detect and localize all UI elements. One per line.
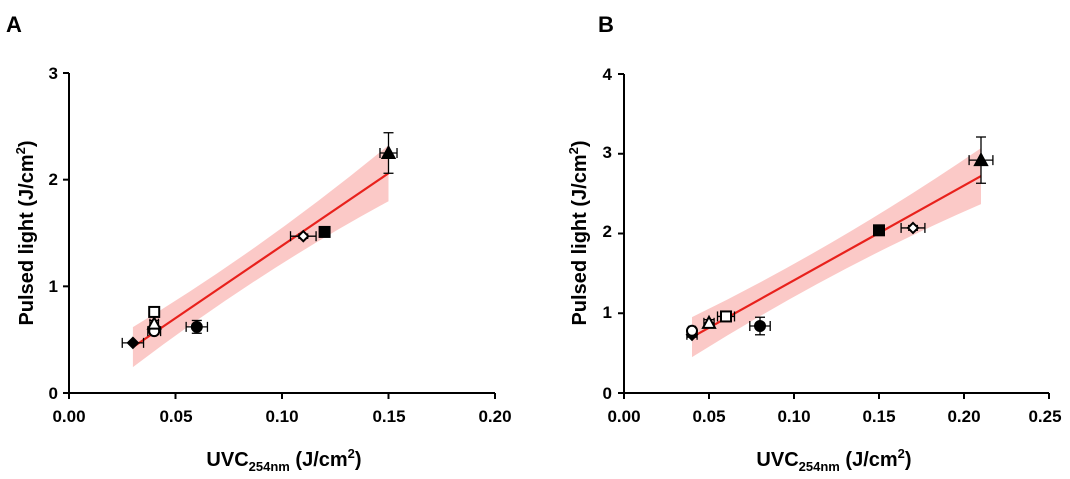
panel-a-data-point bbox=[379, 132, 398, 174]
panel-b-x-tick-labels: 0.00 0.05 0.10 0.15 0.20 0.25 bbox=[607, 407, 1061, 426]
circle-filled-marker bbox=[190, 320, 203, 333]
panel-a-regression-line bbox=[132, 172, 390, 349]
panel-a-x-tick-label: 0.10 bbox=[265, 407, 298, 426]
panel-a-y-tick-labels: 0 1 2 3 bbox=[49, 64, 58, 403]
panel-b-x-tick-label: 0.15 bbox=[862, 407, 895, 426]
panel-b-data-point bbox=[701, 314, 717, 329]
panel-b-x-tick-label: 0.25 bbox=[1028, 407, 1061, 426]
panel-b-y-axis-title: Pulsed light (J/cm2) bbox=[566, 140, 591, 325]
panel-a-label: A bbox=[6, 12, 22, 37]
panel-b-data-point bbox=[686, 324, 698, 337]
panel-a-x-tick-label: 0.05 bbox=[159, 407, 192, 426]
panel-b-y-tick-label: 1 bbox=[603, 303, 612, 322]
panel-b-y-tick-label: 3 bbox=[603, 143, 612, 162]
panel-b-data-point bbox=[716, 310, 736, 323]
panel-b: B 0.00 0.05 0.10 0.15 0.20 0.25 0 1 2 3 … bbox=[566, 12, 1062, 474]
panel-a-x-tick-label: 0.20 bbox=[478, 407, 511, 426]
triangle-open-marker bbox=[701, 314, 717, 329]
panel-a-x-tick-label: 0.15 bbox=[372, 407, 405, 426]
triangle-filled-marker bbox=[380, 144, 397, 159]
triangle-open-marker bbox=[146, 315, 162, 330]
panel-b-y-tick-label: 0 bbox=[603, 384, 612, 403]
panel-a-y-tick-label: 0 bbox=[49, 384, 58, 403]
panel-b-x-tick-label: 0.20 bbox=[947, 407, 980, 426]
circle-filled-marker bbox=[754, 320, 766, 333]
panel-b-x-axis-title: UVC254nm (J/cm2) bbox=[756, 446, 911, 474]
panel-a: A 0.00 0.05 0.10 0.15 0.20 0 1 2 3 UVC25… bbox=[6, 12, 512, 474]
panel-a-plot-area bbox=[63, 72, 496, 399]
diamond-filled-marker bbox=[126, 336, 140, 350]
panel-b-data-point bbox=[968, 136, 994, 184]
panel-b-label: B bbox=[598, 12, 614, 37]
panel-b-y-tick-label: 2 bbox=[603, 222, 612, 241]
panel-a-y-tick-label: 1 bbox=[49, 277, 58, 296]
panel-b-confidence-band bbox=[692, 148, 981, 358]
panel-a-data-point bbox=[146, 315, 162, 330]
panel-a-data-point bbox=[148, 305, 161, 318]
panel-a-x-tick-label: 0.00 bbox=[52, 407, 85, 426]
panel-a-y-tick-label: 2 bbox=[49, 170, 58, 189]
panel-a-data-point bbox=[289, 229, 317, 243]
panel-b-data-point bbox=[900, 221, 926, 235]
panel-a-confidence-band bbox=[132, 145, 389, 368]
square-open-marker bbox=[720, 310, 732, 323]
panel-b-x-tick-label: 0.10 bbox=[777, 407, 810, 426]
panel-b-data-point bbox=[749, 316, 771, 336]
panel-a-x-axis-title: UVC254nm (J/cm2) bbox=[206, 446, 361, 474]
panel-a-data-point bbox=[121, 336, 145, 350]
panel-a-y-tick-label: 3 bbox=[49, 64, 58, 83]
panel-b-y-tick-labels: 0 1 2 3 4 bbox=[603, 65, 613, 403]
panel-b-regression-line bbox=[691, 175, 982, 339]
panel-b-x-tick-label: 0.00 bbox=[607, 407, 640, 426]
panel-a-x-tick-labels: 0.00 0.05 0.10 0.15 0.20 bbox=[52, 407, 511, 426]
square-open-marker bbox=[148, 305, 161, 318]
diamond-open-marker bbox=[906, 221, 920, 235]
panel-a-y-axis-title: Pulsed light (J/cm2) bbox=[13, 140, 38, 325]
diamond-open-marker bbox=[296, 229, 310, 243]
panel-b-plot-area bbox=[618, 73, 1050, 399]
square-filled-marker bbox=[318, 225, 331, 238]
panel-a-data-point bbox=[318, 225, 331, 238]
panel-b-y-tick-label: 4 bbox=[603, 65, 613, 84]
triangle-filled-marker bbox=[973, 152, 989, 167]
panel-b-x-tick-label: 0.05 bbox=[692, 407, 725, 426]
panel-a-data-point bbox=[185, 319, 209, 334]
panel-b-data-point bbox=[873, 224, 885, 237]
circle-open-marker bbox=[686, 324, 698, 337]
square-filled-marker bbox=[873, 224, 885, 237]
